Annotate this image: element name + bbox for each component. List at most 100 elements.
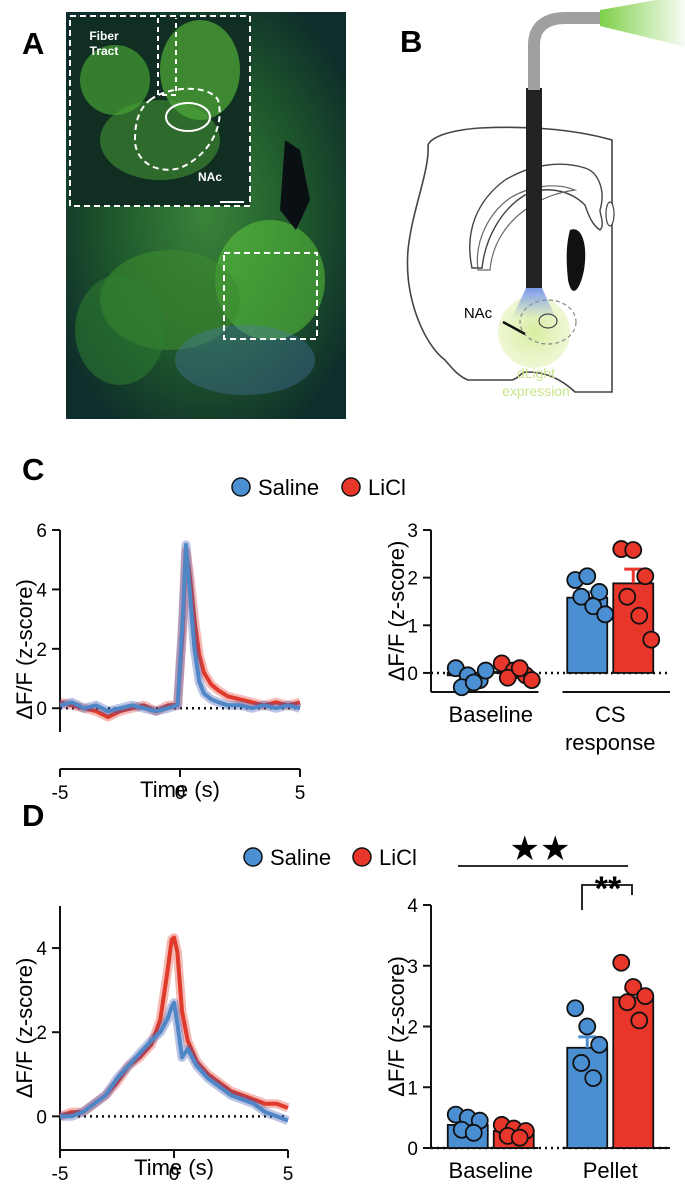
data-point xyxy=(624,978,643,996)
chart-c-trace: 0 2 4 6 -5 0 5 Time (s) ΔF/F (z-score) xyxy=(12,521,305,804)
light-cone xyxy=(512,288,556,318)
midline-marker xyxy=(605,201,615,227)
data-point xyxy=(522,671,541,689)
x-tick-label: -5 xyxy=(52,1164,69,1185)
y-axis-label: ΔF/F (z-score) xyxy=(384,541,409,682)
y-tick-label: 4 xyxy=(36,939,47,960)
expression-label: expression xyxy=(502,383,570,399)
dlight-label: dLight xyxy=(517,365,555,381)
dapi-patch xyxy=(175,325,315,395)
roi-box xyxy=(223,252,318,340)
chart-c-bar: 0 1 2 3ΔF/F (z-score) Baseline CS response xyxy=(384,521,670,755)
y-axis-label: ΔF/F (z-score) xyxy=(12,579,37,720)
x-tick-label: 5 xyxy=(283,1164,294,1185)
ventricle xyxy=(280,140,310,230)
data-point xyxy=(636,567,655,586)
x-tick-label: 0 xyxy=(175,783,186,804)
y-tick-label: 1 xyxy=(407,1078,418,1099)
data-point xyxy=(498,668,517,687)
data-point xyxy=(584,597,603,616)
legend-licl-marker xyxy=(341,477,361,497)
data-point xyxy=(630,606,649,625)
y-tick-label: 3 xyxy=(407,957,418,978)
y-tick-label: 1 xyxy=(407,616,418,637)
nac-outline xyxy=(133,87,221,171)
data-point xyxy=(642,630,661,649)
fluorescence-patch xyxy=(75,275,165,385)
data-point xyxy=(624,541,643,559)
data-point xyxy=(464,673,483,692)
nac-label: NAc xyxy=(464,305,493,322)
panel-letter-a: A xyxy=(22,26,44,61)
category-label: Baseline xyxy=(449,702,533,727)
panel-letter-c: C xyxy=(22,452,44,487)
category-label: Baseline xyxy=(449,1158,533,1183)
inset-fluorescence xyxy=(80,45,150,115)
sig-stars-inner: ** xyxy=(595,870,622,908)
corpus-callosum-outline xyxy=(469,163,603,269)
data-point xyxy=(578,1017,597,1036)
x-axis-label: Time (s) xyxy=(134,1155,214,1180)
y-axis-label: ΔF/F (z-score) xyxy=(384,956,409,1097)
category-label: CS xyxy=(595,702,626,727)
data-point xyxy=(596,605,615,624)
fluorescence-patch xyxy=(215,220,325,340)
striatum-outline xyxy=(476,185,578,271)
legend-licl-marker xyxy=(352,847,372,867)
y-tick-label: 0 xyxy=(36,699,47,720)
x-tick-label: 0 xyxy=(169,1164,180,1185)
panel-letter-b: B xyxy=(400,24,422,59)
panel-c: C Saline LiCl 0 2 4 6 -5 0 5 Time (s) ΔF/F (z-sc… xyxy=(12,452,670,804)
panel-letter-d: D xyxy=(22,798,44,833)
legend-licl-label: LiCl xyxy=(368,475,406,500)
y-tick-label: 3 xyxy=(407,521,418,542)
category-label: response xyxy=(565,730,656,755)
data-point xyxy=(566,999,585,1018)
trace-saline xyxy=(60,1000,289,1123)
inset-fluorescence xyxy=(160,20,240,120)
trace-saline xyxy=(59,542,301,714)
data-point xyxy=(630,1011,649,1030)
inset-label-tract: Tract xyxy=(90,44,119,58)
inset-label-nac: NAc xyxy=(198,170,222,184)
ac-outline xyxy=(165,102,211,132)
data-point xyxy=(510,659,529,678)
y-tick-label: 2 xyxy=(36,640,47,661)
nac-region-outline xyxy=(519,299,577,345)
legend-saline-marker xyxy=(231,477,251,497)
y-axis-label: ΔF/F (z-score) xyxy=(12,958,37,1099)
sig-bracket-inner xyxy=(581,884,633,910)
data-point xyxy=(578,567,597,586)
x-axis-label: Time (s) xyxy=(140,777,220,802)
legend-saline-label: Saline xyxy=(258,475,319,500)
y-tick-label: 6 xyxy=(36,521,47,542)
x-tick-label: -5 xyxy=(52,783,69,804)
y-tick-label: 0 xyxy=(407,664,418,685)
excitation-light xyxy=(600,0,685,47)
panel-b: B NAc dLight expression xyxy=(400,0,685,399)
x-tick-label: 5 xyxy=(295,783,306,804)
data-point xyxy=(618,587,637,606)
data-point xyxy=(584,1069,603,1088)
y-tick-label: 4 xyxy=(407,896,418,917)
category-label: Pellet xyxy=(583,1158,638,1183)
legend-licl-label: LiCl xyxy=(379,845,417,870)
y-tick-label: 2 xyxy=(407,1018,418,1039)
y-tick-label: 0 xyxy=(407,1139,418,1160)
data-point xyxy=(572,587,591,606)
lateral-ventricle xyxy=(566,229,586,291)
y-tick-label: 2 xyxy=(36,1023,47,1044)
fiber-tract-outline xyxy=(157,18,177,96)
data-point xyxy=(464,1123,483,1142)
data-point xyxy=(476,661,495,680)
y-tick-label: 2 xyxy=(407,569,418,590)
panel-d: D Saline LiCl ★★ ** 0 2 4 -5 0 5 Time (s) ΔF/F … xyxy=(12,798,670,1190)
data-point xyxy=(590,1035,609,1054)
data-point xyxy=(510,1128,529,1147)
chart-d-trace: 0 2 4 -5 0 5 Time (s) ΔF/F (z-score) xyxy=(12,906,293,1185)
inset-label-fiber: Fiber xyxy=(89,29,119,43)
data-point xyxy=(572,1054,591,1072)
optic-fiber xyxy=(526,88,542,288)
data-point xyxy=(612,953,631,972)
